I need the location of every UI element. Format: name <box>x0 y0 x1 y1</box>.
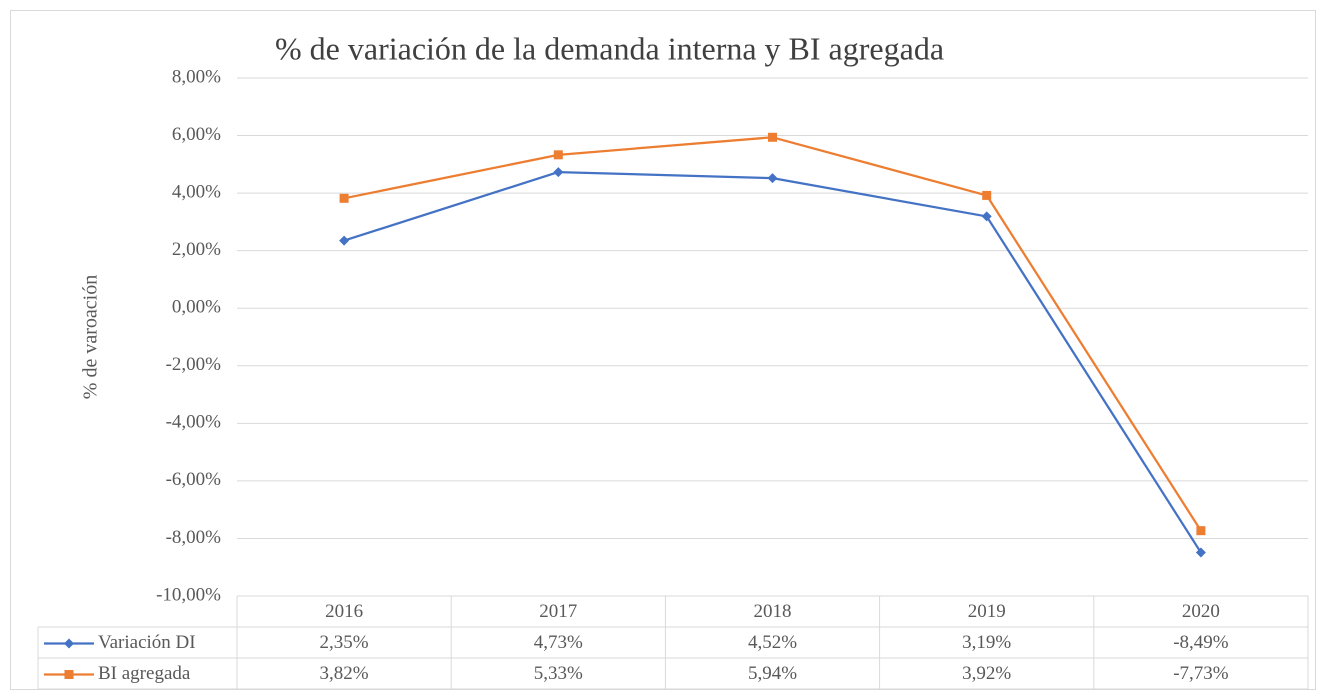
marker <box>553 150 563 160</box>
data-table-value: 4,52% <box>748 632 797 653</box>
data-table-value: 4,73% <box>534 632 583 653</box>
data-table-value: 5,94% <box>748 663 797 684</box>
marker <box>982 190 992 200</box>
marker <box>767 173 778 184</box>
x-tick-label: 2020 <box>1182 601 1220 622</box>
data-table-value: -8,49% <box>1173 632 1229 653</box>
x-tick-label: 2016 <box>325 601 363 622</box>
marker <box>1195 547 1206 558</box>
marker <box>768 132 777 142</box>
y-tick-label: -6,00% <box>166 469 222 490</box>
y-tick-label: 2,00% <box>172 239 221 260</box>
legend-label: BI agregada <box>98 663 191 684</box>
marker <box>339 193 349 203</box>
y-tick-label: -2,00% <box>166 354 222 375</box>
y-axis-title: % de varoación <box>80 275 102 399</box>
marker <box>1196 526 1206 536</box>
y-tick-label: 0,00% <box>172 297 221 318</box>
marker <box>64 638 74 649</box>
data-table-value: -7,73% <box>1173 663 1229 684</box>
y-tick-label: -8,00% <box>166 527 222 548</box>
data-table-value: 3,82% <box>320 663 369 684</box>
x-tick-label: 2018 <box>754 601 792 622</box>
x-tick-label: 2017 <box>539 601 577 622</box>
y-tick-label: 6,00% <box>172 124 221 145</box>
chart-title: % de variación de la demanda interna y B… <box>275 30 944 66</box>
chart-frame <box>10 10 1316 690</box>
marker <box>553 167 564 178</box>
marker <box>981 211 992 222</box>
y-tick-label: 8,00% <box>172 66 221 87</box>
data-table-value: 5,33% <box>534 663 583 684</box>
data-table-value: 2,35% <box>320 632 369 653</box>
data-table-value: 3,19% <box>962 632 1011 653</box>
y-tick-label: -10,00% <box>156 584 221 605</box>
x-tick-label: 2019 <box>968 601 1006 622</box>
y-tick-label: -4,00% <box>166 412 222 433</box>
marker <box>339 235 350 246</box>
marker <box>64 670 74 679</box>
y-tick-label: 4,00% <box>172 181 221 202</box>
legend-label: Variación DI <box>98 632 196 653</box>
data-table-value: 3,92% <box>962 663 1011 684</box>
